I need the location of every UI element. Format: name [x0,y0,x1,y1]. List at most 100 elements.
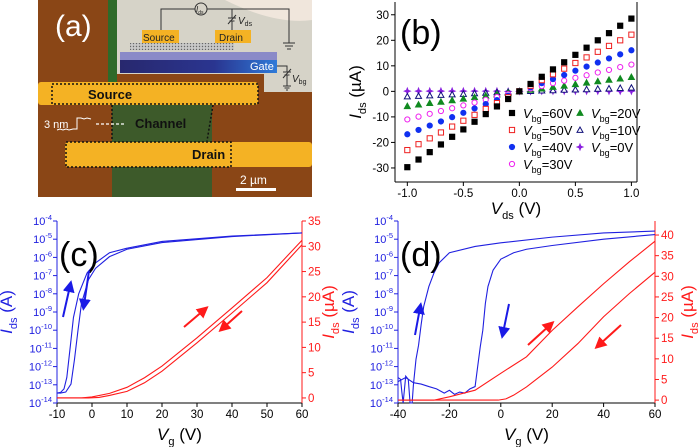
tick-base: 10 [33,216,45,228]
y-tick-label-right: 10 [308,342,321,354]
data-point [415,126,422,134]
y-tick-label-right: 0 [308,393,314,405]
log-curve-forward [56,232,303,394]
data-point [414,91,423,99]
vds-label: Vds [238,16,253,28]
channel-outline [111,104,214,142]
data-point [617,22,624,29]
y-tick-label-left: 10-14 [370,395,393,410]
data-point [560,81,569,89]
panel-label-c: (c) [59,236,99,274]
data-point [471,118,478,125]
data-point [571,85,580,93]
data-point [583,44,590,51]
data-point [437,97,445,105]
data-point [605,75,613,83]
y-tick-label-left: 10-4 [33,213,52,228]
legend-marker [576,108,584,116]
data-point [593,84,602,92]
data-point [627,73,636,80]
tick-exponent: -11 [383,340,393,349]
legend-marker [508,109,516,117]
tick-exponent: -9 [386,304,393,313]
tick-base: 10 [374,252,386,264]
dielectric-layer [120,52,277,60]
tick-exponent: -5 [45,231,52,240]
legend-sub: bg [532,148,542,158]
data-point [617,64,624,71]
chart-b: -1.0 -0.5 0.0 0.5 1.0-30-20-100102030Vbg=60V… [346,2,641,222]
label-main: V [157,425,170,444]
legend-label: Vbg=20V [591,106,641,124]
legend-rest: =60V [542,106,573,121]
legend-rest: =0V [610,140,634,155]
data-point [616,74,625,82]
sweep-arrows [62,270,622,350]
y-tick-label-left: 10-10 [29,322,52,337]
tick-exponent: -12 [382,359,393,368]
legend-sub: bg [532,114,542,124]
legend-rest: =40V [542,140,573,155]
tick-exponent: -9 [45,304,52,313]
tick-exponent: -4 [386,213,393,222]
y-tick-label-right: 15 [308,317,321,329]
data-point [583,72,590,79]
vds-source-icon [227,9,237,30]
tick-exponent: -6 [386,249,393,258]
data-point [628,15,635,22]
y-tick-label-right: 10 [661,354,674,366]
x-tick-label: 20 [546,409,559,421]
data-point [549,82,557,90]
inset-source-pad [142,30,179,43]
tick-base: 10 [374,271,386,283]
legend-sub: bg [600,131,610,141]
arrow-up-icon [183,306,209,328]
drain-outline [65,141,232,168]
x-tick-label: 60 [649,409,662,421]
data-point [471,105,478,112]
tick-exponent: -7 [45,268,52,277]
x-tick-label: 10 [121,409,134,421]
log-curve-forward [397,230,656,404]
tick-exponent: -14 [382,395,393,404]
data-point [572,67,579,74]
y-tick-label-left: 10-6 [33,249,52,264]
x-axis-label: Vg (V) [157,425,202,447]
y-tick-label: 20 [376,35,389,47]
legend-label: Vbg=40V [523,140,573,158]
tick-base: 10 [33,252,45,264]
data-point [437,107,445,115]
inset-source-label: Source [143,33,175,44]
tick-exponent: -14 [41,395,52,404]
data-point [561,71,568,79]
legend-rest: =10V [610,123,641,138]
data-point [627,83,636,91]
tick-base: 10 [33,271,45,283]
y-tick-label-left: 10-11 [370,340,393,355]
data-point [628,31,635,38]
y-tick-label-right: 20 [308,292,321,304]
vbg-source-icon [277,65,292,91]
data-point [593,77,602,85]
series-60V [404,15,635,171]
y-tick-label-right: 0 [661,395,667,407]
tick-base: 10 [29,362,41,374]
data-point [471,111,478,118]
data-point [404,116,411,123]
tick-exponent: -13 [41,377,52,386]
data-point [605,30,613,37]
y-tick-label-left: 10-10 [370,322,393,337]
y-axis-label-right: Ids (µA) [678,285,700,339]
label-main: I [678,334,697,339]
label-sub: g [515,436,521,447]
data-point [415,156,422,163]
legend-sub: bg [532,165,542,175]
x-tick-label: 20 [156,409,169,421]
tick-exponent: -10 [41,322,52,331]
y-tick-label-right: 15 [661,333,674,345]
label-main: I [0,329,16,334]
data-point [437,118,445,125]
x-tick-label: 0.5 [567,188,583,200]
data-point [527,80,534,88]
